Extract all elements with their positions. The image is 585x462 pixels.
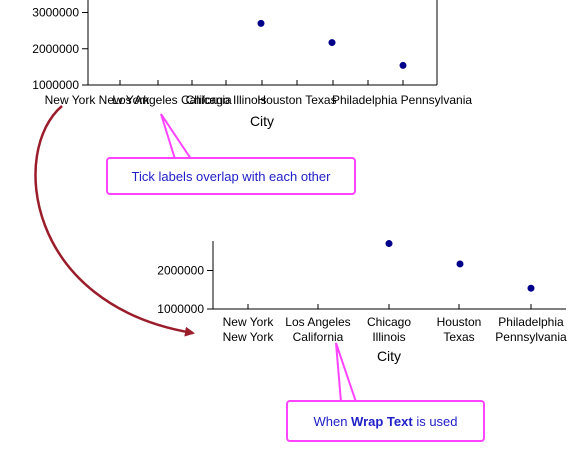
curved-arrow: [34, 105, 195, 337]
y-tick-label: 1000000: [32, 78, 79, 92]
x-tick-label: Chicago: [367, 315, 411, 329]
data-point: [399, 61, 407, 69]
chart-1-points: [257, 19, 407, 69]
x-tick-label: Philadelphia Pennsylvania: [332, 93, 472, 107]
chart-1: 1000000 2000000 3000000 New York New YorkL…: [32, 0, 472, 129]
y-tick-label: 1000000: [157, 302, 204, 316]
x-tick-label: Houston: [437, 315, 482, 329]
callout-1-pointer: [160, 113, 193, 160]
x-tick-label: Houston Texas: [257, 93, 336, 107]
overlap-callout-text: Tick labels overlap with each other: [131, 168, 331, 184]
y-tick-label: 3000000: [32, 6, 79, 20]
x-tick-label: Philadelphia: [498, 315, 564, 329]
x-tick-label: Texas: [443, 330, 474, 344]
x-tick-label: California: [293, 330, 344, 344]
x-tick-label: Illinois: [372, 330, 405, 344]
chart-2-x-axis-title: City: [377, 348, 401, 364]
x-tick-label: New York: [223, 330, 275, 344]
x-tick-label: New York New York: [45, 93, 151, 107]
data-point: [385, 240, 393, 248]
wrap-callout-bold: Wrap Text: [351, 413, 413, 429]
overlap-callout: Tick labels overlap with each other: [106, 157, 356, 195]
data-point: [527, 284, 535, 292]
callout-2-pointer: [335, 342, 358, 403]
chart-1-x-axis-title: City: [250, 113, 274, 129]
wrap-callout-prefix: When: [313, 413, 352, 429]
data-point: [328, 39, 336, 47]
wrap-text-callout: When Wrap Text is used: [286, 400, 485, 442]
x-tick-label: Los Angeles California: [112, 93, 232, 107]
y-tick-label: 2000000: [32, 42, 79, 56]
chart-2-x-ticks: [247, 304, 532, 309]
chart-2-y-ticks: 1000000 2000000: [157, 264, 213, 316]
chart-1-y-ticks: 1000000 2000000 3000000: [32, 6, 88, 92]
x-tick-label: Pennsylvania: [495, 330, 567, 344]
x-tick-label: Los Angeles: [285, 315, 350, 329]
chart-1-x-ticks: [119, 80, 404, 85]
wrap-callout-suffix: is used: [412, 413, 458, 429]
data-point: [456, 260, 464, 268]
chart-2-points: [385, 240, 535, 292]
x-tick-label: Chicago Illinois: [186, 93, 267, 107]
y-tick-label: 2000000: [157, 264, 204, 278]
data-point: [257, 19, 265, 27]
x-tick-label: New York: [223, 315, 275, 329]
